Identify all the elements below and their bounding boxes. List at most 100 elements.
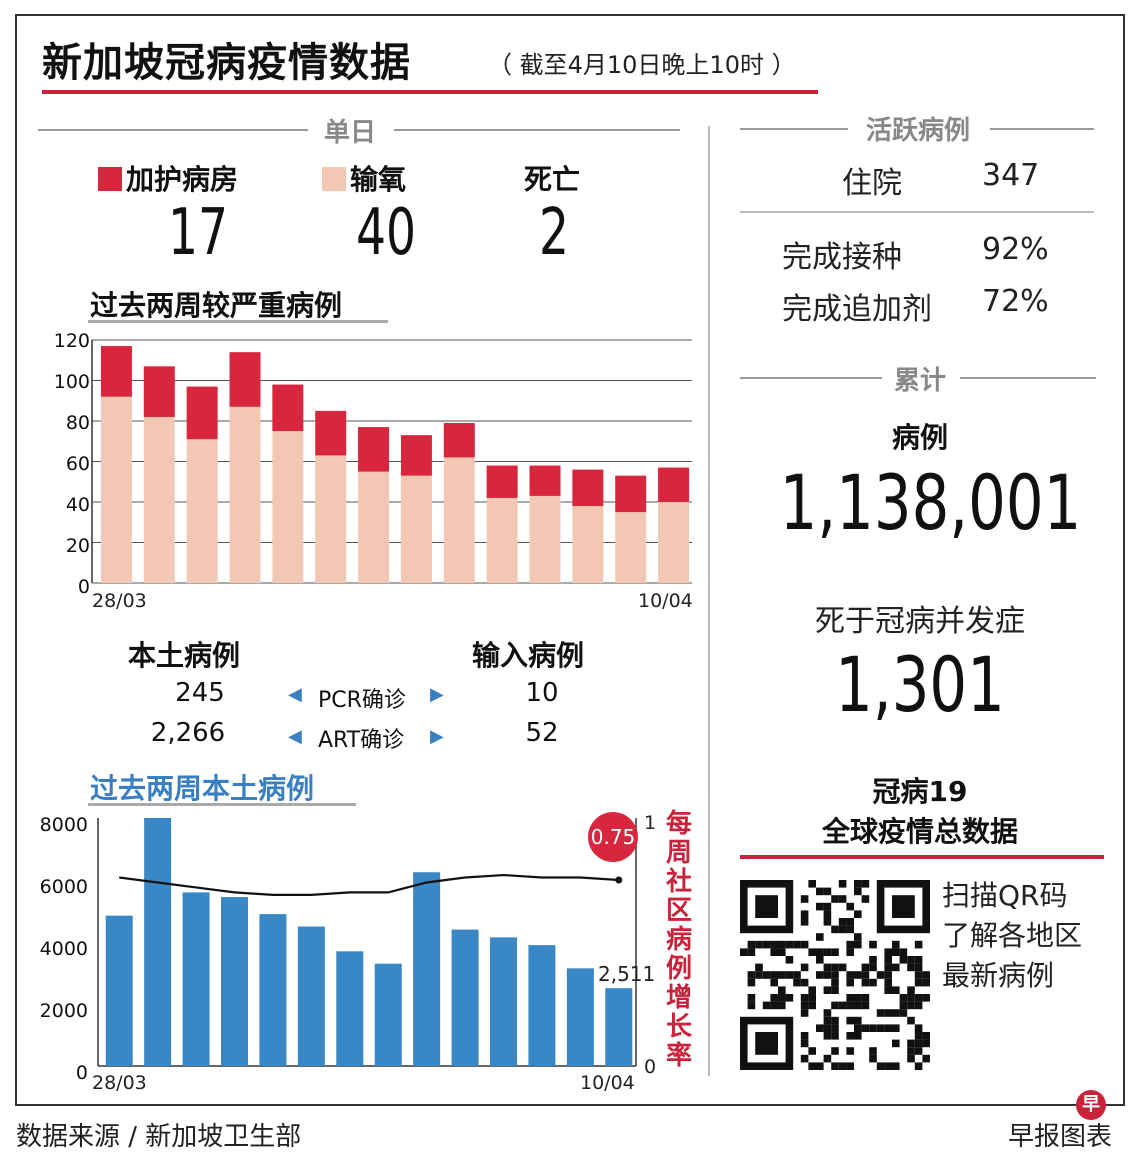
qr-module <box>869 963 877 972</box>
qr-module <box>914 956 923 964</box>
qr-module <box>892 948 900 956</box>
qr-module <box>800 1009 809 1017</box>
qr-module <box>846 1032 854 1040</box>
qr-module <box>854 887 862 896</box>
hospital-value: 347 <box>982 158 1040 193</box>
icu-bar <box>400 435 432 476</box>
qr-module <box>823 887 832 896</box>
qr-module <box>831 925 839 934</box>
qr-module <box>838 880 847 888</box>
local-bar <box>528 945 556 1066</box>
qr-module <box>884 963 892 972</box>
daily-section-label: 单日 <box>323 118 376 148</box>
qr-module <box>861 994 870 1002</box>
qr-module <box>861 880 870 888</box>
severe-y-tick: 100 <box>53 371 90 393</box>
icu-bar <box>272 384 304 432</box>
severe-y-tick: 20 <box>65 535 90 557</box>
icu-label: 加护病房 <box>126 163 239 196</box>
qr-module <box>770 948 778 956</box>
oxygen-value: 40 <box>355 196 417 270</box>
qr-module <box>800 1039 809 1048</box>
oxygen-bar <box>229 406 261 583</box>
qr-module <box>899 994 908 1002</box>
vacc-value: 92% <box>982 232 1049 267</box>
qr-module <box>854 1016 862 1025</box>
qr-code-icon[interactable] <box>740 880 930 1070</box>
qr-module <box>854 940 862 949</box>
qr-module <box>808 1001 816 1010</box>
qr-module <box>816 1024 824 1032</box>
import-art-value: 52 <box>525 718 559 748</box>
oxygen-bar <box>143 416 175 583</box>
qr-module <box>869 940 877 949</box>
qr-module <box>884 948 892 956</box>
qr-module <box>808 986 816 994</box>
icu-bar <box>100 346 132 397</box>
qr-caption: 扫描QR码 了解各地区 最新病例 <box>942 876 1082 996</box>
qr-module <box>800 994 809 1002</box>
oxygen-bar <box>529 495 561 583</box>
oxygen-bar <box>100 396 132 583</box>
local-cases-head: 本土病例 <box>128 639 241 672</box>
oxygen-swatch <box>322 167 346 191</box>
qr-module <box>778 971 786 979</box>
qr-module <box>816 948 824 956</box>
qr-module <box>861 963 870 972</box>
qr-module <box>869 1054 877 1063</box>
local-x-end: 10/04 <box>580 1072 635 1094</box>
oxygen-label: 输氧 <box>350 163 407 196</box>
qr-module <box>816 887 824 896</box>
local-y-tick: 6000 <box>39 876 88 898</box>
qr-module <box>816 971 824 979</box>
local-bar <box>605 988 633 1066</box>
qr-module <box>816 933 824 941</box>
qr-module <box>884 1062 892 1070</box>
qr-module <box>899 1009 908 1017</box>
qr-caption-line: 扫描QR码 <box>942 879 1068 912</box>
qr-module <box>823 1024 832 1032</box>
qr-module <box>747 994 756 1002</box>
qr-module <box>800 918 809 926</box>
oxygen-bar <box>615 512 647 583</box>
qr-module <box>785 971 794 979</box>
qr-module <box>884 956 892 964</box>
qr-module <box>907 1047 915 1055</box>
qr-module <box>876 971 885 979</box>
icu-bar <box>229 352 261 407</box>
qr-module <box>914 940 923 949</box>
qr-module <box>747 978 756 987</box>
severe-title-underline <box>88 320 388 323</box>
qr-module <box>876 1062 885 1070</box>
qr-module <box>861 895 870 903</box>
qr-module <box>892 1009 900 1017</box>
brand-badge-icon: 早 <box>1076 1090 1106 1120</box>
qr-module <box>823 918 832 926</box>
qr-module <box>793 978 801 987</box>
qr-module <box>892 986 900 994</box>
qr-module <box>816 956 824 964</box>
oxygen-bar <box>186 439 218 583</box>
qr-module <box>846 948 854 956</box>
local-y-tick: 4000 <box>39 938 88 960</box>
qr-module <box>747 940 756 949</box>
qr-module <box>770 1001 778 1010</box>
qr-module <box>831 948 839 956</box>
qr-module <box>884 971 892 979</box>
qr-module <box>922 1039 930 1048</box>
qr-module <box>800 978 809 987</box>
severe-y-tick: 120 <box>53 330 90 352</box>
qr-module <box>914 1062 923 1070</box>
local-bar <box>105 915 133 1066</box>
qr-module <box>831 1024 839 1032</box>
qr-module <box>747 948 756 956</box>
qr-module <box>778 986 786 994</box>
local-y-tick: 0 <box>75 1062 88 1084</box>
local-title-underline <box>88 803 356 806</box>
qr-module <box>823 1009 832 1017</box>
severe-y-tick: 40 <box>65 494 90 516</box>
qr-module <box>747 1001 756 1010</box>
qr-module <box>823 971 832 979</box>
qr-module <box>846 902 854 911</box>
qr-module <box>823 1032 832 1040</box>
